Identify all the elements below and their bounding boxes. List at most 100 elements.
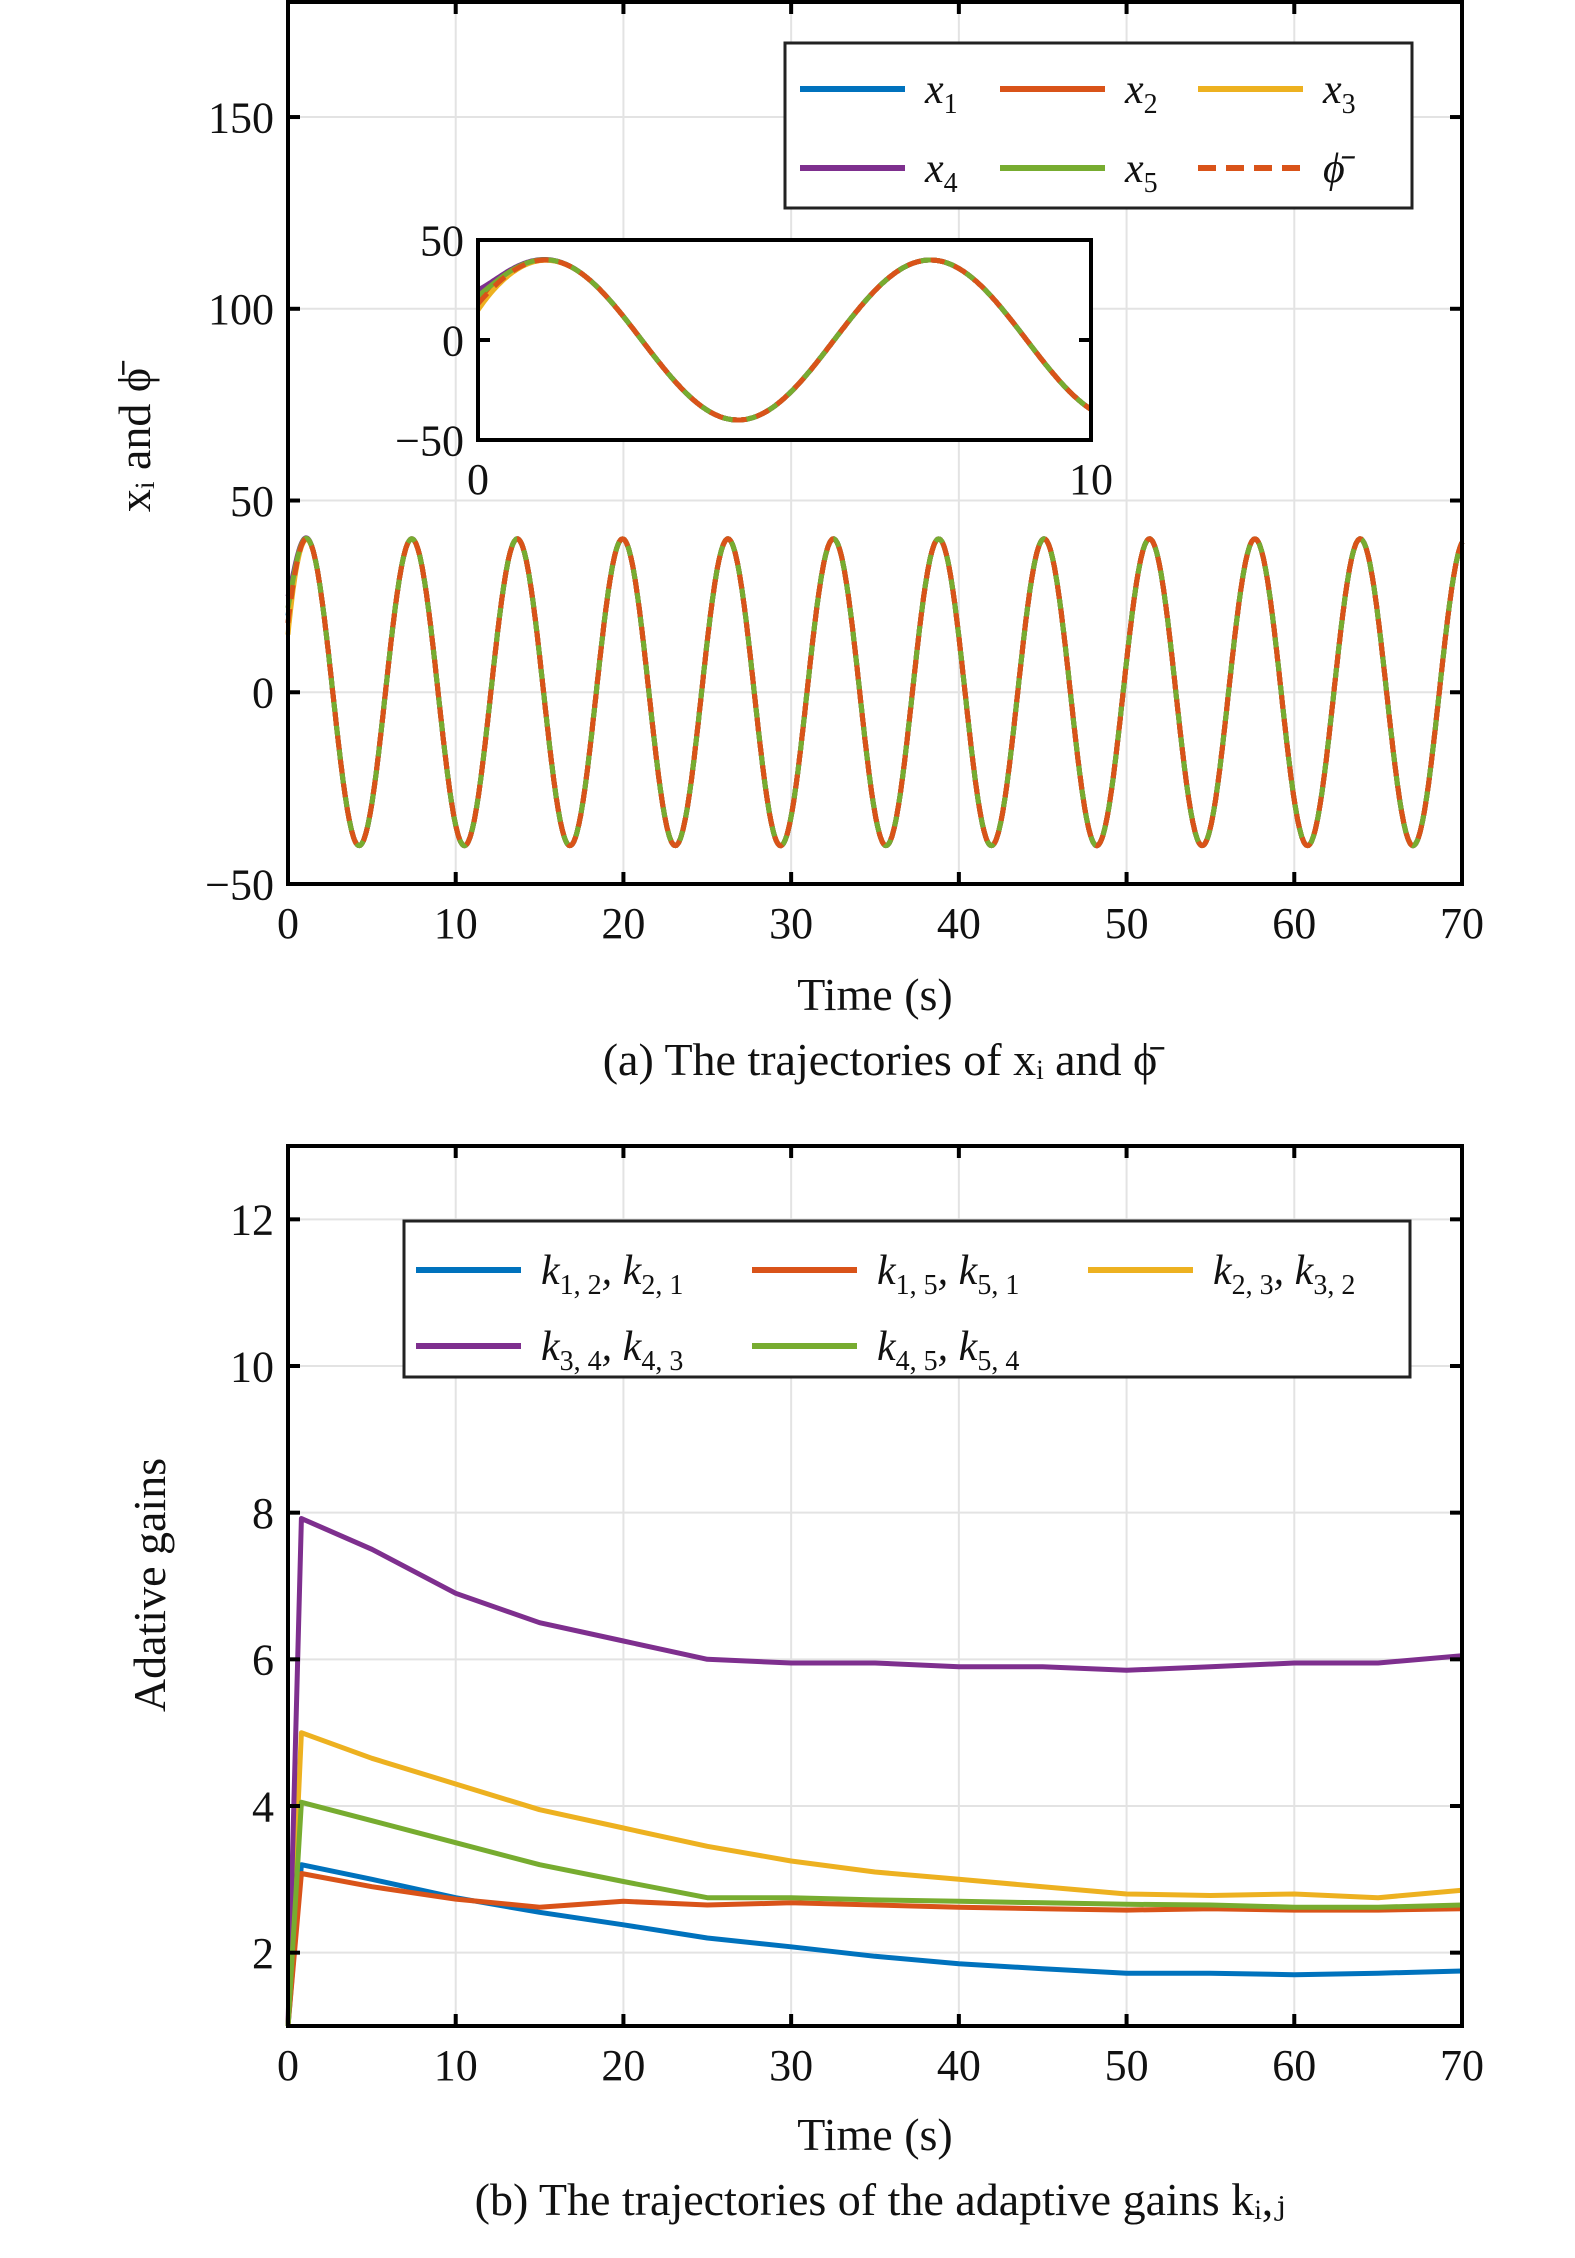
series-line-gain-2 (285, 1730, 1463, 2027)
y-tick-label: 0 (252, 669, 274, 718)
series-line-gain-1 (285, 1871, 1463, 2027)
legend-subscript: 1, 2 (560, 1270, 602, 1301)
legend-text: , (938, 1324, 959, 1370)
legend-label: k4, 5, k5, 4 (877, 1324, 1019, 1377)
x-axis-label: Time (s) (797, 969, 953, 1020)
x-tick-label: 40 (937, 899, 981, 948)
x-tick-label: 50 (1105, 899, 1149, 948)
y-tick-label: 10 (230, 1342, 274, 1391)
inset-background (478, 240, 1091, 440)
axes-box (286, 0, 1464, 886)
legend-text: x (1322, 67, 1342, 113)
legend-box (783, 41, 1414, 210)
legend-text: , (1274, 1248, 1295, 1294)
legend-text: k (541, 1248, 561, 1294)
legend-label: k1, 5, k5, 1 (877, 1248, 1019, 1301)
legend-text: x (1124, 67, 1144, 113)
inset-line-phibar (476, 257, 1093, 423)
y-tick-label: 0 (442, 316, 464, 365)
axes-box (286, 1144, 1464, 2028)
legend-label: k3, 4, k4, 3 (541, 1324, 683, 1377)
legend-label: k1, 2, k2, 1 (541, 1248, 683, 1301)
x-tick-label: 30 (769, 899, 813, 948)
legend-subscript: 2, 3 (1232, 1270, 1274, 1301)
legend-text: k (623, 1248, 643, 1294)
y-tick-label: 50 (420, 216, 464, 265)
legend-subscript: 3, 2 (1313, 1270, 1355, 1301)
series-line-gain-3 (285, 1516, 1463, 2027)
y-tick-label: −50 (205, 860, 274, 909)
y-tick-label: 100 (208, 285, 274, 334)
x-tick-label: 0 (277, 2041, 299, 2090)
caption-a: (a) The trajectories of xᵢ and ϕ̄ (603, 1034, 1166, 1085)
legend-text: k (959, 1248, 979, 1294)
y-tick-label: 50 (230, 477, 274, 526)
legend-text: k (623, 1324, 643, 1370)
legend-text: x (924, 67, 944, 113)
legend-subscript: 5 (1144, 168, 1158, 199)
legend-text: k (541, 1324, 561, 1370)
x-tick-label: 40 (937, 2041, 981, 2090)
x-tick-label: 30 (769, 2041, 813, 2090)
y-tick-label: 8 (252, 1489, 274, 1538)
legend-text: x (924, 146, 944, 192)
x-tick-label: 60 (1272, 2041, 1316, 2090)
y-tick-label: 4 (252, 1782, 274, 1831)
x-tick-label: 50 (1105, 2041, 1149, 2090)
legend-text: k (877, 1324, 897, 1370)
legend-label: x3 (1322, 67, 1356, 120)
legend-subscript: 4, 5 (896, 1346, 938, 1377)
legend-subscript: 5, 1 (977, 1270, 1019, 1301)
legend-subscript: 2, 1 (641, 1270, 683, 1301)
x-tick-label: 20 (601, 899, 645, 948)
y-tick-label: 12 (230, 1196, 274, 1245)
x-tick-label: 60 (1272, 899, 1316, 948)
legend-subscript: 3 (1342, 89, 1356, 120)
y-tick-label: 150 (208, 93, 274, 142)
x-tick-label: 70 (1440, 2041, 1484, 2090)
series-line-gain-0 (285, 1862, 1463, 2027)
legend-text: , (938, 1248, 959, 1294)
legend-subscript: 1 (944, 89, 958, 120)
legend-label: x1 (924, 67, 958, 120)
legend-subscript: 5, 4 (977, 1346, 1019, 1377)
series-line-gain-4 (285, 1799, 1463, 2027)
legend-text: k (1213, 1248, 1233, 1294)
x-tick-label: 10 (1069, 455, 1113, 504)
legend-label: x4 (924, 146, 958, 199)
series-line-phibar (285, 536, 1465, 849)
legend-text: , (602, 1324, 623, 1370)
legend: k1, 2, k2, 1 k1, 5, k5, 1 k2, 3, k3, 2k3, … (402, 1219, 1412, 1379)
legend-label: x2 (1124, 67, 1158, 120)
legend-subscript: 4, 3 (641, 1346, 683, 1377)
x-tick-label: 20 (601, 2041, 645, 2090)
legend-subscript: 4 (944, 168, 958, 199)
x-tick-label: 10 (434, 899, 478, 948)
x-tick-label: 10 (434, 2041, 478, 2090)
y-tick-label: −50 (395, 416, 464, 465)
x-tick-label: 0 (277, 899, 299, 948)
y-tick-label: 2 (252, 1929, 274, 1978)
legend-label: x5 (1124, 146, 1158, 199)
y-axis-label: Adative gains (124, 1458, 175, 1712)
legend-box (402, 1219, 1412, 1379)
legend-text: k (877, 1248, 897, 1294)
caption-b: (b) The trajectories of the adaptive gai… (475, 2174, 1286, 2225)
y-axis-label: xᵢ and ϕ̄ (109, 360, 160, 512)
y-tick-label: 6 (252, 1636, 274, 1685)
x-tick-label: 70 (1440, 899, 1484, 948)
x-tick-label: 0 (467, 455, 489, 504)
legend-label: k2, 3, k3, 2 (1213, 1248, 1355, 1301)
legend-subscript: 3, 4 (560, 1346, 602, 1377)
legend-text: x (1124, 146, 1144, 192)
legend-text: k (1295, 1248, 1315, 1294)
legend-text: k (959, 1324, 979, 1370)
legend-text: , (602, 1248, 623, 1294)
x-axis-label: Time (s) (797, 2109, 953, 2160)
legend-subscript: 1, 5 (896, 1270, 938, 1301)
legend-subscript: 2 (1144, 89, 1158, 120)
